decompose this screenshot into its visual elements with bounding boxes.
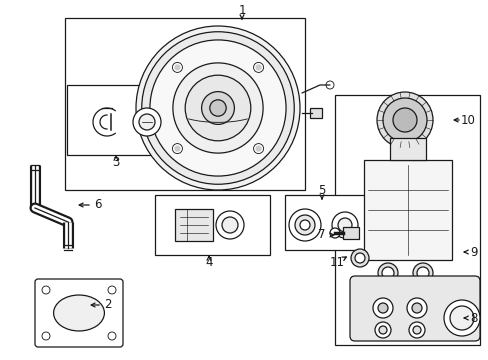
Circle shape: [150, 40, 285, 176]
Circle shape: [216, 211, 244, 239]
Circle shape: [256, 65, 261, 70]
Text: 5: 5: [318, 184, 325, 197]
Bar: [67, 85, 175, 155]
Bar: [309, 108, 321, 118]
Circle shape: [173, 63, 263, 153]
Text: 8: 8: [469, 311, 477, 324]
FancyBboxPatch shape: [35, 279, 123, 347]
Circle shape: [288, 209, 320, 241]
Circle shape: [331, 212, 357, 238]
Circle shape: [42, 332, 50, 340]
Circle shape: [411, 303, 421, 313]
Text: 7: 7: [318, 229, 325, 242]
Circle shape: [443, 300, 479, 336]
Text: 4: 4: [205, 256, 212, 270]
Circle shape: [172, 62, 182, 72]
Text: 2: 2: [104, 298, 112, 311]
Ellipse shape: [54, 295, 104, 331]
Circle shape: [253, 62, 263, 72]
Circle shape: [201, 91, 234, 125]
Circle shape: [175, 65, 180, 70]
Circle shape: [412, 263, 432, 283]
Circle shape: [172, 144, 182, 154]
Text: 3: 3: [112, 156, 120, 168]
Circle shape: [372, 298, 392, 318]
Circle shape: [209, 100, 226, 116]
Circle shape: [374, 322, 390, 338]
FancyBboxPatch shape: [349, 276, 479, 341]
Circle shape: [377, 263, 397, 283]
Circle shape: [408, 322, 424, 338]
Text: 1: 1: [238, 4, 245, 17]
Bar: [334, 95, 479, 345]
Text: 11: 11: [329, 256, 344, 269]
Circle shape: [139, 114, 155, 130]
Circle shape: [175, 146, 180, 151]
Bar: [155, 195, 269, 255]
Circle shape: [377, 303, 387, 313]
Bar: [175, 209, 213, 241]
Text: 6: 6: [94, 198, 102, 211]
Circle shape: [42, 286, 50, 294]
Circle shape: [406, 298, 426, 318]
Circle shape: [133, 108, 161, 136]
Circle shape: [299, 220, 309, 230]
Circle shape: [222, 217, 238, 233]
Circle shape: [185, 75, 250, 141]
Bar: [389, 138, 425, 160]
Circle shape: [136, 26, 299, 190]
Circle shape: [449, 306, 473, 330]
Circle shape: [376, 92, 432, 148]
Circle shape: [142, 32, 294, 184]
Bar: [285, 195, 369, 250]
Circle shape: [329, 228, 339, 238]
Circle shape: [378, 326, 386, 334]
Bar: [65, 18, 305, 190]
Circle shape: [392, 108, 416, 132]
Text: 9: 9: [469, 246, 477, 258]
Circle shape: [108, 332, 116, 340]
Circle shape: [381, 267, 393, 279]
Circle shape: [416, 267, 428, 279]
Circle shape: [256, 146, 261, 151]
Circle shape: [354, 253, 364, 263]
Circle shape: [253, 144, 263, 154]
Circle shape: [382, 98, 426, 142]
Circle shape: [325, 81, 333, 89]
Circle shape: [337, 218, 351, 232]
Bar: [342, 227, 358, 239]
Circle shape: [294, 215, 314, 235]
Bar: [363, 160, 451, 260]
Text: 10: 10: [460, 113, 474, 126]
Circle shape: [108, 286, 116, 294]
Circle shape: [412, 326, 420, 334]
Circle shape: [350, 249, 368, 267]
